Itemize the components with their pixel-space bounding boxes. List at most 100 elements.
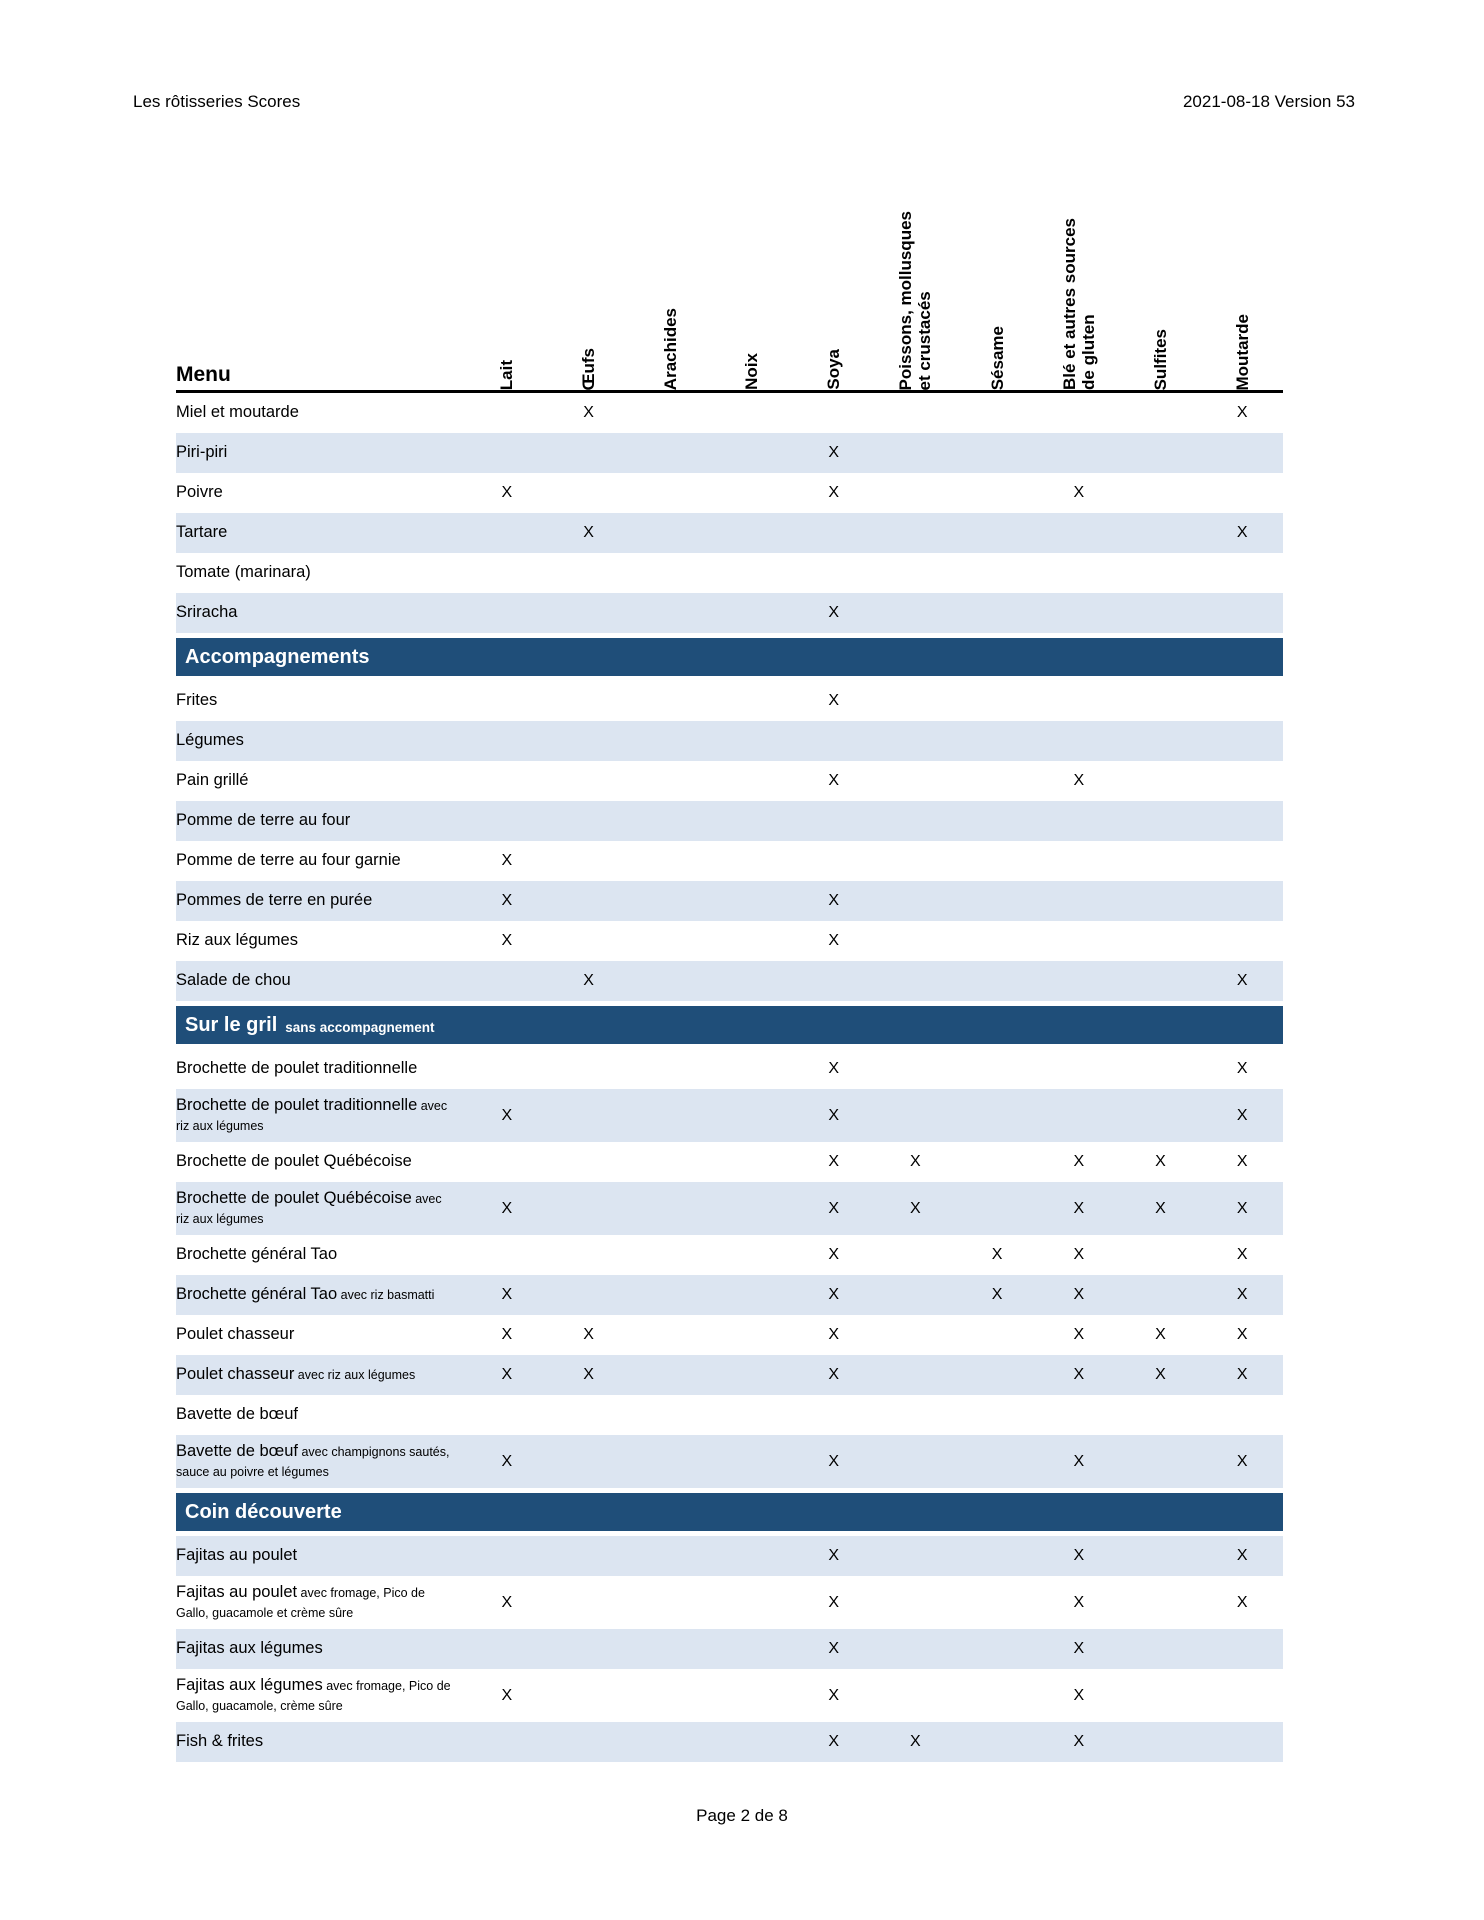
allergen-cell: X (1155, 1199, 1166, 1217)
menu-item-name: Fajitas au poulet (176, 1546, 298, 1565)
allergen-cell: X (501, 1366, 513, 1383)
allergen-cell: X (828, 444, 839, 461)
table-row: Bavette de bœuf avec champignons sautés,… (176, 1435, 1283, 1488)
allergen-cell: X (501, 1199, 513, 1217)
allergen-cell: X (583, 1366, 594, 1383)
allergen-cell: X (1236, 1199, 1248, 1217)
allergen-cell: X (501, 892, 513, 909)
menu-item-label: Miel et moutarde (176, 403, 466, 422)
allergen-cell: X (1073, 1286, 1085, 1303)
table-row: Sriracha X (176, 593, 1283, 633)
allergen-cell: X (828, 1326, 839, 1343)
menu-item-label: Pomme de terre au four (176, 811, 466, 830)
menu-header-label: Menu (176, 363, 231, 386)
menu-item-name: Pomme de terre au four (176, 811, 351, 830)
allergen-cell: X (828, 1199, 839, 1217)
table-row: Poivre X X X (176, 473, 1283, 513)
allergen-cell: X (828, 1452, 839, 1470)
allergen-cell: X (1073, 1199, 1085, 1217)
menu-item-name: Brochette de poulet traditionnelle (176, 1096, 418, 1115)
allergen-cell: X (501, 1326, 513, 1343)
table-row: Fajitas aux légumes X X (176, 1629, 1283, 1669)
allergen-cell: X (1236, 1246, 1248, 1263)
menu-item-label: Brochette de poulet traditionnelle avec … (176, 1096, 466, 1134)
menu-item-name: Bavette de bœuf (176, 1442, 298, 1461)
document-header: Les rôtisseries Scores 2021-08-18 Versio… (133, 92, 1355, 112)
allergen-cell: X (1155, 1153, 1166, 1170)
menu-item-label: Pomme de terre au four garnie (176, 851, 466, 870)
table-row: Bavette de bœuf (176, 1395, 1283, 1435)
allergen-cell: X (1073, 1733, 1085, 1750)
table-row: Poulet chasseur avec riz aux légumes X X X X… (176, 1355, 1283, 1395)
menu-item-label: Salade de chou (176, 971, 466, 990)
allergen-cell: X (828, 1547, 839, 1564)
allergen-cell: X (1155, 1366, 1166, 1383)
table-row: Frites X (176, 681, 1283, 721)
table-row: Brochette de poulet Québécoise avec riz … (176, 1182, 1283, 1235)
allergen-cell: X (1236, 1060, 1248, 1077)
allergen-cell: X (828, 1366, 839, 1383)
allergen-cell: X (1236, 1547, 1248, 1564)
allergen-cell: X (828, 1060, 839, 1077)
allergen-cell: X (828, 1106, 839, 1124)
column-header-label: Soya (824, 349, 844, 390)
column-header-1: Œufs (548, 344, 630, 391)
version-label: 2021-08-18 Version 53 (1182, 92, 1355, 111)
page-footer: Page 2 de 8 (0, 1806, 1484, 1826)
table-row: Fajitas aux légumes avec fromage, Pico d… (176, 1669, 1283, 1722)
menu-item-label: Pommes de terre en purée (176, 891, 466, 910)
allergen-cell: X (828, 692, 839, 709)
allergen-cell: X (828, 484, 839, 501)
allergen-cell: X (910, 1153, 921, 1170)
allergen-cell: X (501, 1686, 513, 1704)
menu-item-label: Brochette général Tao (176, 1245, 466, 1264)
section-subtitle: sans accompagnement (285, 1019, 435, 1035)
document-title: Les rôtisseries Scores (133, 92, 301, 111)
table-row: Brochette de poulet traditionnelle avec … (176, 1089, 1283, 1142)
allergen-cell: X (828, 932, 839, 949)
column-header-8: Sulfites (1120, 325, 1202, 390)
menu-item-name: Piri-piri (176, 443, 228, 462)
menu-item-name: Brochette de poulet Québécoise (176, 1189, 412, 1208)
menu-item-name: Fajitas aux légumes (176, 1639, 323, 1658)
allergen-cell: X (1236, 1286, 1248, 1303)
table-row: Brochette général Tao X X X X (176, 1235, 1283, 1275)
menu-item-name: Légumes (176, 731, 244, 750)
column-header-3: Noix (711, 349, 793, 390)
menu-item-label: Tomate (marinara) (176, 563, 466, 582)
allergen-cell: X (828, 772, 839, 789)
menu-item-label: Poivre (176, 483, 466, 502)
menu-item-name: Fish & frites (176, 1732, 264, 1751)
menu-item-label: Fajitas au poulet avec fromage, Pico de … (176, 1583, 466, 1621)
menu-item-name: Brochette général Tao (176, 1285, 338, 1304)
menu-item-suffix: avec fromage, Pico de Gallo, guacamole e… (176, 1586, 425, 1620)
menu-item-label: Riz aux légumes (176, 931, 466, 950)
menu-item-name: Salade de chou (176, 971, 291, 990)
allergen-cell: X (1073, 772, 1085, 789)
column-header-label: Arachides (660, 307, 680, 390)
column-header-4: Soya (793, 345, 875, 390)
menu-item-name: Fajitas aux légumes (176, 1676, 323, 1695)
column-header-label: Sulfites (1150, 328, 1170, 390)
menu-item-label: Brochette de poulet traditionnelle (176, 1059, 466, 1078)
menu-item-name: Poulet chasseur (176, 1325, 295, 1344)
menu-item-name: Brochette général Tao (176, 1245, 338, 1264)
column-header-label: Lait (497, 359, 517, 390)
section-header-row: Accompagnements (176, 638, 1283, 676)
allergen-cell: X (501, 1452, 513, 1470)
allergen-cell: X (1155, 1326, 1166, 1343)
allergen-cell: X (501, 932, 513, 949)
allergen-cell: X (991, 1286, 1003, 1303)
column-header-label: Moutarde (1232, 313, 1252, 391)
table-row: Pommes de terre en purée X X (176, 881, 1283, 921)
allergen-cell: X (1073, 1593, 1085, 1611)
table-row: Tomate (marinara) (176, 553, 1283, 593)
allergen-cell: X (501, 1286, 513, 1303)
menu-item-name: Miel et moutarde (176, 403, 299, 422)
table-header-row: Menu Lait Œufs Arachides Noix Soya Poissons, … (176, 178, 1283, 393)
page-number: Page 2 de 8 (696, 1806, 788, 1825)
menu-item-suffix: avec riz basmatti (337, 1288, 435, 1303)
menu-item-name: Bavette de bœuf (176, 1405, 298, 1424)
allergen-cell: X (501, 484, 513, 501)
